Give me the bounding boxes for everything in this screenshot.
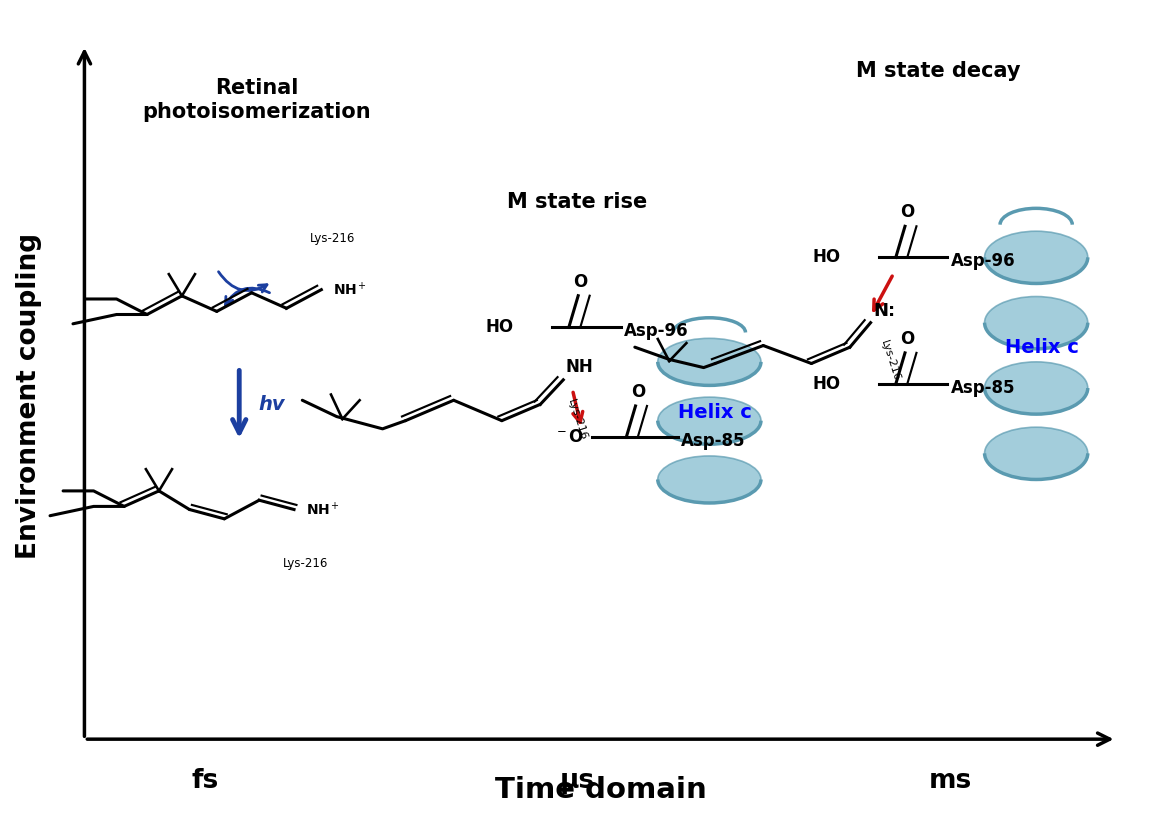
- Text: μs: μs: [560, 768, 595, 794]
- Text: Lys-216: Lys-216: [879, 339, 901, 383]
- Text: ms: ms: [929, 768, 971, 794]
- Ellipse shape: [657, 456, 761, 503]
- Text: Helix c: Helix c: [678, 403, 752, 422]
- Text: Retinal
photoisomerization: Retinal photoisomerization: [142, 78, 371, 122]
- Text: NH: NH: [566, 358, 594, 375]
- Text: Helix c: Helix c: [1005, 337, 1079, 356]
- Text: HO: HO: [813, 375, 841, 393]
- Text: Lys-216: Lys-216: [310, 232, 356, 245]
- Text: O: O: [573, 273, 588, 291]
- Text: Time domain: Time domain: [494, 776, 707, 804]
- Text: M state decay: M state decay: [857, 61, 1021, 82]
- Text: N:: N:: [873, 302, 895, 320]
- Text: Asp-85: Asp-85: [951, 379, 1015, 397]
- Text: HO: HO: [813, 248, 841, 266]
- Ellipse shape: [657, 397, 761, 444]
- Text: NH$^+$: NH$^+$: [333, 281, 367, 299]
- Ellipse shape: [657, 338, 761, 385]
- Text: O: O: [631, 383, 644, 401]
- Text: O: O: [900, 330, 915, 348]
- Text: Asp-96: Asp-96: [951, 252, 1015, 271]
- Text: M state rise: M state rise: [507, 192, 648, 212]
- Text: NH$^+$: NH$^+$: [306, 501, 340, 518]
- Text: Asp-85: Asp-85: [681, 432, 746, 450]
- Text: $^-$O: $^-$O: [554, 428, 584, 446]
- Text: fs: fs: [192, 768, 218, 794]
- Text: Lys-216: Lys-216: [283, 557, 328, 570]
- Text: hv: hv: [259, 395, 285, 414]
- Ellipse shape: [984, 296, 1088, 349]
- Text: HO: HO: [486, 318, 514, 336]
- Ellipse shape: [984, 427, 1088, 479]
- Text: Lys-216: Lys-216: [566, 398, 588, 441]
- Text: Environment coupling: Environment coupling: [16, 233, 43, 559]
- Text: Asp-96: Asp-96: [624, 322, 688, 340]
- Ellipse shape: [984, 362, 1088, 414]
- Ellipse shape: [984, 231, 1088, 284]
- Text: O: O: [900, 204, 915, 221]
